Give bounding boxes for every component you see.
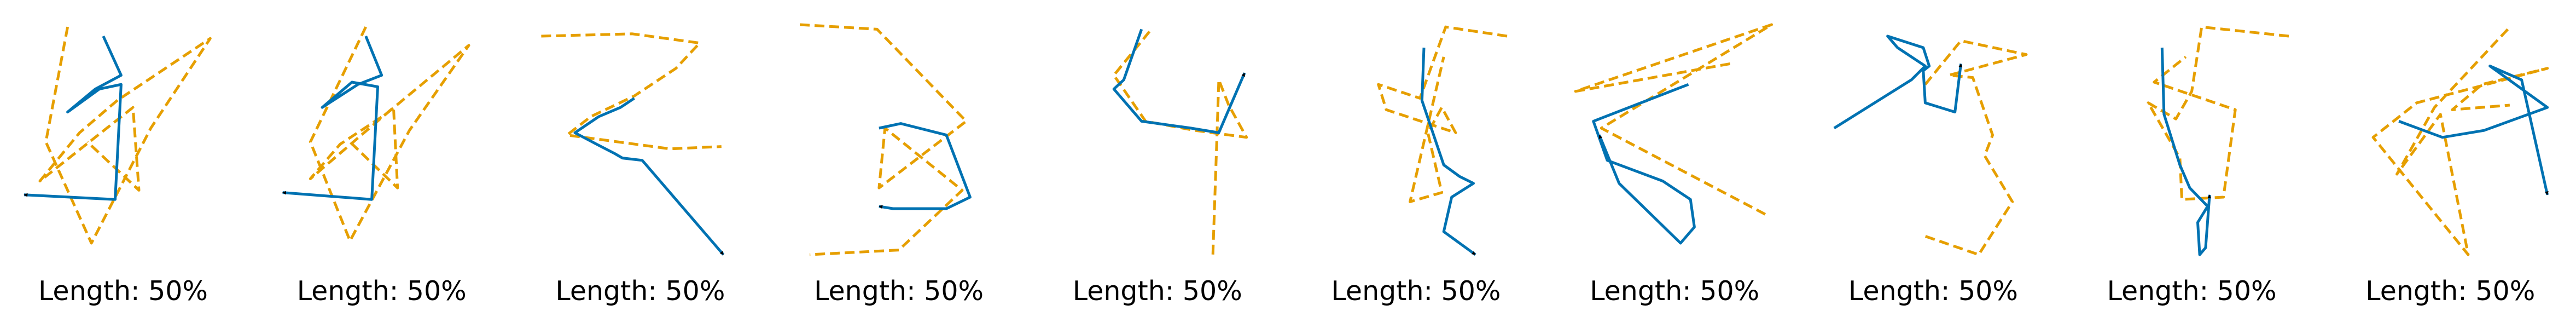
reference-path <box>1112 31 1248 255</box>
reference-path <box>1924 39 2028 256</box>
panel-6: Length: 50% <box>1331 25 1508 307</box>
panel-4: Length: 50% <box>799 23 984 307</box>
trajectory-path <box>282 36 383 201</box>
reference-path <box>2371 28 2549 256</box>
trajectory-path <box>879 122 972 210</box>
trajectory-path <box>24 35 123 201</box>
panel-caption: Length: 50% <box>2365 275 2535 307</box>
panel-7: Length: 50% <box>1574 23 1773 307</box>
panel-2: Length: 50% <box>282 26 470 307</box>
trajectory-path <box>1592 83 1696 245</box>
trajectory-path <box>573 97 725 256</box>
panel-caption: Length: 50% <box>2107 275 2277 307</box>
panel-caption: Length: 50% <box>1073 275 1242 307</box>
trajectory-path <box>1112 28 1246 134</box>
panel-5: Length: 50% <box>1073 28 1248 307</box>
panel-caption: Length: 50% <box>1590 275 1759 307</box>
panel-caption: Length: 50% <box>1331 275 1501 307</box>
trajectory-path <box>2160 47 2212 256</box>
reference-path <box>1574 23 1773 217</box>
panel-caption: Length: 50% <box>555 275 725 307</box>
reference-path <box>38 26 212 245</box>
panel-caption: Length: 50% <box>38 275 208 307</box>
panel-9: Length: 50% <box>2107 25 2289 307</box>
panel-caption: Length: 50% <box>1848 275 2018 307</box>
reference-path <box>309 26 470 243</box>
panel-8: Length: 50% <box>1833 34 2028 307</box>
reference-path <box>541 32 722 151</box>
panel-3: Length: 50% <box>541 32 725 307</box>
panel-10: Length: 50% <box>2365 28 2549 307</box>
trajectory-path <box>1420 47 1476 256</box>
reference-path <box>2147 25 2289 201</box>
trajectory-path <box>2398 65 2549 196</box>
panel-1: Length: 50% <box>24 26 212 307</box>
reference-path <box>1377 25 1508 203</box>
panel-caption: Length: 50% <box>297 275 467 307</box>
trajectory-path <box>1833 34 1963 130</box>
panel-caption: Length: 50% <box>814 275 984 307</box>
reference-path <box>799 23 968 256</box>
